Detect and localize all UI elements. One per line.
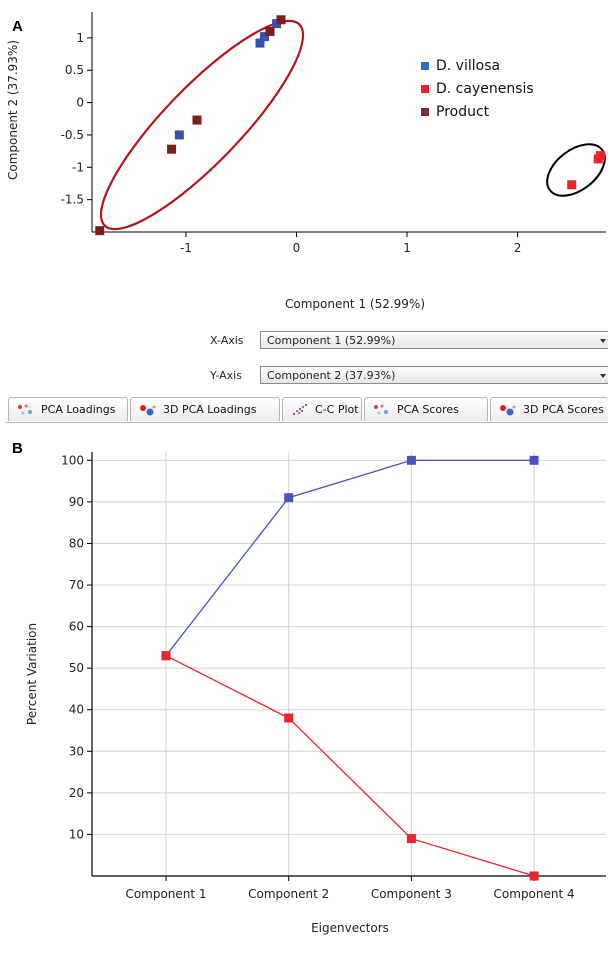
- series-point: [530, 872, 539, 881]
- line-y-tick-label: 80: [69, 536, 84, 550]
- line-y-tick-label: 30: [69, 744, 84, 758]
- tab-3d-pca-scores[interactable]: 3D PCA Scores: [490, 397, 608, 421]
- scatter-point: [567, 180, 576, 189]
- scatter-point: [175, 130, 184, 139]
- pca-scores-icon: [371, 403, 393, 417]
- tab-label: 3D PCA Scores: [523, 403, 604, 416]
- y-axis-select-value: Component 2 (37.93%): [267, 369, 395, 382]
- y-axis-control-row: Y-Axis Component 2 (37.93%): [200, 366, 608, 386]
- 3d-pca-loadings-icon: [137, 403, 159, 417]
- line-y-tick-label: 90: [69, 495, 84, 509]
- series-line: [166, 656, 534, 876]
- line-y-tick-label: 60: [69, 620, 84, 634]
- series-point: [162, 651, 171, 660]
- line-y-tick-label: 70: [69, 578, 84, 592]
- scatter-point: [265, 27, 274, 36]
- series-point: [407, 834, 416, 843]
- line-y-tick-label: 20: [69, 786, 84, 800]
- scatter-y-tick-label: -1: [72, 160, 84, 174]
- tab-pca-scores[interactable]: PCA Scores: [364, 397, 488, 421]
- x-axis-control-label: X-Axis: [210, 334, 244, 347]
- scatter-y-tick-label: -0.5: [61, 128, 84, 142]
- product-villosa-group-ellipse: [77, 0, 326, 252]
- pca-scatter-plot: -1 0 1 2 1 0.5 0 -0.5 -1 -1.5 D. villosa D. cayene…: [0, 0, 608, 320]
- tab-label: C-C Plot: [315, 403, 359, 416]
- scatter-point: [596, 151, 605, 160]
- x-axis-control-row: X-Axis Component 1 (52.99%): [200, 331, 608, 351]
- tab-pca-loadings[interactable]: PCA Loadings: [8, 397, 128, 421]
- legend-swatch: [421, 108, 429, 116]
- x-axis-select-value: Component 1 (52.99%): [267, 334, 395, 347]
- scatter-y-tick-label: 1: [76, 31, 84, 45]
- scatter-y-tick-label: -1.5: [61, 193, 84, 207]
- line-x-tick-label: Component 3: [371, 887, 452, 901]
- 3d-pca-scores-icon: [497, 403, 519, 417]
- tab-label: PCA Loadings: [41, 403, 115, 416]
- series-point: [284, 493, 293, 502]
- scatter-point: [193, 116, 202, 125]
- legend-swatch: [421, 85, 429, 93]
- scatter-x-tick-label: 0: [293, 241, 301, 255]
- legend-swatch: [421, 62, 429, 70]
- y-axis-select[interactable]: Component 2 (37.93%): [260, 366, 608, 384]
- scatter-y-tick-label: 0.5: [65, 63, 84, 77]
- scatter-y-axis-label: Component 2 (37.93%): [6, 40, 20, 180]
- legend-label: D. cayenensis: [436, 81, 534, 97]
- pca-loadings-icon: [15, 403, 37, 417]
- series-point: [284, 714, 293, 723]
- scatter-point: [167, 145, 176, 154]
- line-y-tick-label: 10: [69, 827, 84, 841]
- scatter-x-axis-label: Component 1 (52.99%): [285, 297, 425, 311]
- line-x-tick-label: Component 2: [248, 887, 329, 901]
- line-y-axis-label: Percent Variation: [25, 623, 39, 725]
- series-point: [407, 456, 416, 465]
- scatter-x-tick-label: 2: [514, 241, 522, 255]
- line-y-tick-label: 50: [69, 661, 84, 675]
- series-point: [530, 456, 539, 465]
- chevron-down-icon: [600, 339, 606, 343]
- line-y-tick-label: 100: [61, 453, 84, 467]
- line-x-tick-label: Component 4: [494, 887, 575, 901]
- tab-3d-pca-loadings[interactable]: 3D PCA Loadings: [130, 397, 280, 421]
- legend-label: Product: [436, 104, 490, 120]
- scatter-x-tick-label: 1: [403, 241, 411, 255]
- line-x-axis-label: Eigenvectors: [311, 921, 389, 935]
- scatter-x-tick-label: -1: [180, 241, 192, 255]
- chevron-down-icon: [600, 374, 606, 378]
- scatter-point: [95, 226, 104, 235]
- line-x-tick-label: Component 1: [125, 887, 206, 901]
- tab-label: 3D PCA Loadings: [163, 403, 256, 416]
- view-tab-bar: PCA Loadings 3D PCA Loadings C-C Plot PC…: [6, 396, 608, 423]
- line-y-tick-label: 40: [69, 703, 84, 717]
- cayenensis-group-ellipse: [538, 134, 608, 206]
- legend-label: D. villosa: [436, 58, 500, 74]
- y-axis-control-label: Y-Axis: [210, 369, 242, 382]
- x-axis-select[interactable]: Component 1 (52.99%): [260, 331, 608, 349]
- scatter-point: [277, 15, 286, 24]
- tab-cc-plot[interactable]: C-C Plot: [282, 397, 362, 421]
- percent-variation-line-chart: 10 20 30 40 50 60 70 80 90 100 Component 1 Componen…: [0, 434, 608, 964]
- tab-label: PCA Scores: [397, 403, 459, 416]
- cc-plot-icon: [289, 403, 311, 417]
- scatter-y-tick-label: 0: [76, 96, 84, 110]
